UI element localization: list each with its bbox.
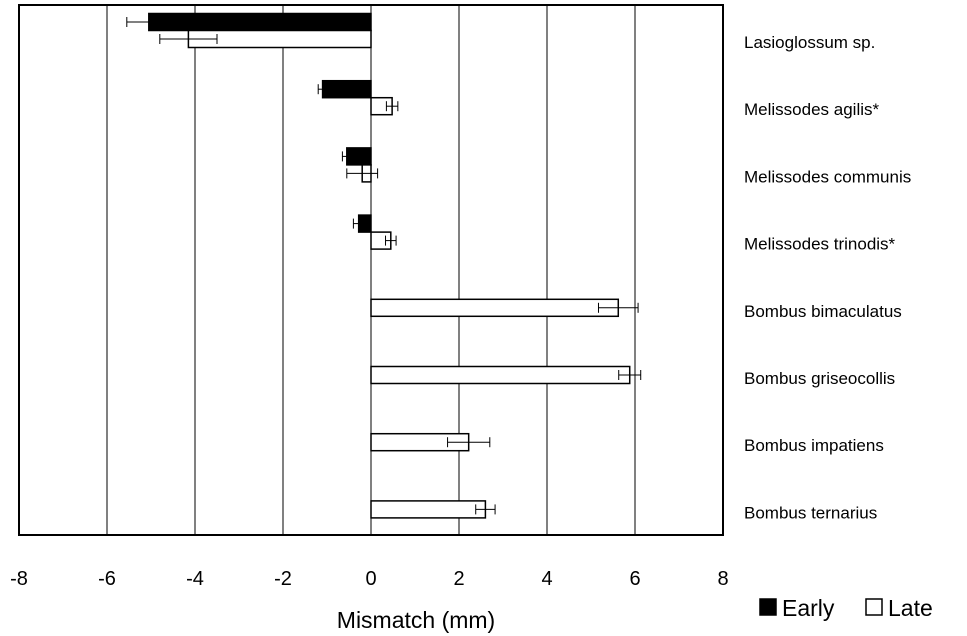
x-tick-label: 2 [453, 568, 464, 590]
x-tick-label: -2 [274, 568, 292, 590]
bars [126, 12, 642, 519]
legend-label-late: Late [888, 595, 933, 621]
legend-label-early: Early [782, 595, 835, 621]
x-tick-label: 8 [717, 568, 728, 590]
category-labels: Lasioglossum sp. Melissodes agilis* Meliss… [744, 33, 911, 522]
bar-late [370, 365, 631, 385]
x-axis-title: Mismatch (mm) [337, 607, 495, 633]
bar-late [370, 500, 487, 519]
x-tick-label: -8 [10, 568, 28, 590]
x-tick-labels: -8 -6 -4 -2 0 2 4 6 8 [10, 568, 728, 590]
category-label: Melissodes agilis* [744, 100, 879, 119]
category-label: Bombus ternarius [744, 503, 877, 522]
plot-frame [18, 4, 724, 536]
category-label: Bombus bimaculatus [744, 302, 902, 321]
bar-late [370, 298, 620, 318]
legend-swatch-late [865, 598, 883, 616]
category-label: Bombus griseocollis [744, 369, 895, 388]
bar-early [321, 79, 372, 99]
legend: Early Late [759, 595, 933, 621]
x-tick-label: 4 [541, 568, 552, 590]
category-label: Lasioglossum sp. [744, 33, 875, 52]
legend-swatch-early [759, 598, 777, 616]
x-tick-label: -6 [98, 568, 116, 590]
category-label: Melissodes trinodis* [744, 235, 896, 254]
category-label: Bombus impatiens [744, 436, 884, 455]
x-tick-label: 6 [629, 568, 640, 590]
bar-early [148, 12, 372, 32]
x-tick-label: -4 [186, 568, 204, 590]
x-tick-label: 0 [365, 568, 376, 590]
category-label: Melissodes communis [744, 167, 911, 186]
